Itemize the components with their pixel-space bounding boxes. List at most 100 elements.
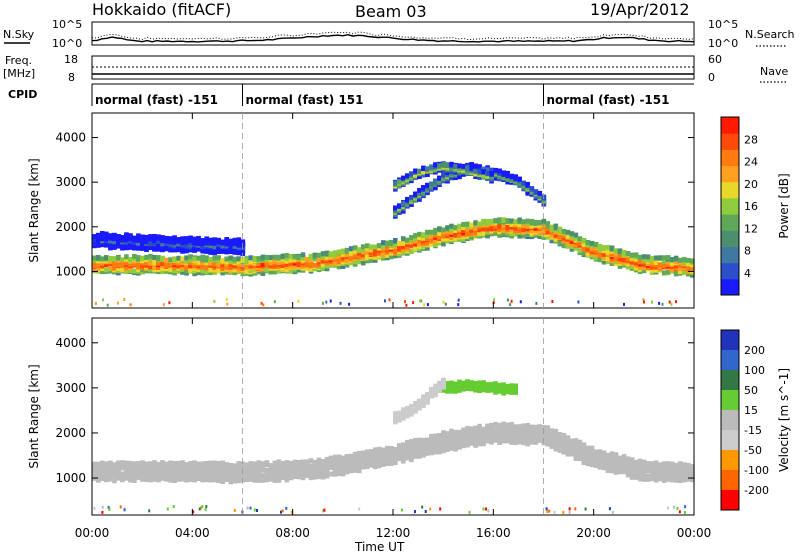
heatmap-cell — [393, 452, 398, 458]
heatmap-cell — [497, 429, 502, 435]
heatmap-cell — [184, 268, 189, 274]
heatmap-cell — [589, 452, 595, 458]
heatmap-cell — [509, 227, 514, 233]
heatmap-cell — [324, 266, 330, 272]
heatmap-cell — [180, 265, 185, 271]
heatmap-cell — [320, 261, 326, 267]
heatmap-cell — [226, 302, 229, 306]
heatmap-cell — [457, 232, 462, 238]
heatmap-cell — [160, 255, 165, 261]
heatmap-cell — [617, 263, 623, 269]
heatmap-cell — [120, 257, 125, 263]
heatmap-cell — [437, 226, 442, 232]
heatmap-cell — [92, 461, 97, 467]
heatmap-cell — [176, 467, 181, 473]
heatmap-cell — [196, 238, 201, 244]
heatmap-cell — [236, 240, 242, 246]
heatmap-cell — [461, 222, 466, 227]
heatmap-cell — [429, 436, 434, 442]
heatmap-cell — [208, 237, 213, 243]
heatmap-cell — [405, 439, 410, 445]
heatmap-cell — [124, 232, 129, 238]
heatmap-cell — [625, 463, 631, 469]
heatmap-cell — [296, 255, 302, 260]
heatmap-cell — [535, 301, 538, 305]
heatmap-cell — [489, 422, 494, 428]
heatmap-cell — [160, 266, 165, 272]
heatmap-cell — [581, 453, 587, 459]
heatmap-cell — [304, 256, 310, 262]
heatmap-cell — [216, 266, 221, 272]
heatmap-cell — [104, 267, 109, 273]
heatmap-cell — [344, 247, 350, 253]
heatmap-cell — [601, 464, 607, 470]
heatmap-cell — [413, 245, 418, 251]
heatmap-cell — [417, 451, 422, 456]
heatmap-cell — [477, 221, 482, 227]
heatmap-cell — [641, 257, 647, 263]
heatmap-cell — [425, 166, 430, 172]
heatmap-cell — [192, 474, 197, 480]
heatmap-cell — [129, 303, 132, 307]
heatmap-cell — [589, 240, 595, 246]
heatmap-cell — [180, 236, 185, 242]
heatmap-cell — [506, 298, 509, 302]
heatmap-cell — [549, 224, 555, 230]
heatmap-cell — [388, 298, 391, 302]
heatmap-cell — [220, 479, 225, 484]
heatmap-cell — [537, 194, 543, 199]
heatmap-cell — [100, 266, 105, 272]
heatmap-cell — [605, 244, 611, 250]
heatmap-cell — [645, 254, 651, 260]
heatmap-cell — [577, 439, 583, 445]
heatmap-cell — [641, 254, 647, 260]
heatmap-cell — [553, 223, 559, 229]
heatmap-cell — [156, 469, 161, 475]
heatmap-cell — [224, 237, 229, 242]
heatmap-cell — [461, 434, 466, 440]
heatmap-cell — [553, 232, 559, 238]
heatmap-cell — [605, 463, 611, 469]
heatmap-cell — [477, 438, 482, 444]
heatmap-cell — [240, 257, 246, 263]
heatmap-cell — [164, 246, 169, 252]
heatmap-cell — [625, 456, 631, 462]
heatmap-cell — [641, 268, 647, 274]
heatmap-cell — [284, 460, 290, 466]
heatmap-cell — [144, 475, 149, 481]
heatmap-cell — [213, 299, 216, 303]
heatmap-cell — [340, 263, 346, 269]
heatmap-cell — [557, 227, 563, 233]
heatmap-cell — [364, 255, 370, 261]
heatmap-cell — [429, 387, 434, 392]
heatmap-cell — [356, 259, 362, 265]
heatmap-cell — [272, 258, 278, 264]
heatmap-cell — [613, 248, 619, 254]
heatmap-cell — [393, 459, 398, 465]
heatmap-cell — [168, 247, 173, 253]
heatmap-cell — [481, 166, 486, 172]
heatmap-cell — [188, 238, 193, 244]
heatmap-cell — [212, 473, 217, 479]
heatmap-cell — [132, 268, 137, 274]
heatmap-cell — [641, 476, 647, 482]
heatmap-cell — [112, 478, 117, 484]
heatmap-cell — [224, 256, 229, 262]
heatmap-cell — [690, 464, 695, 470]
heatmap-cell — [653, 267, 659, 273]
heatmap-cell — [108, 238, 113, 244]
heatmap-cell — [425, 245, 430, 251]
heatmap-cell — [228, 476, 234, 481]
heatmap-cell — [509, 224, 514, 230]
heatmap-cell — [412, 301, 415, 305]
heatmap-cell — [156, 234, 161, 240]
heatmap-cell — [485, 232, 490, 238]
heatmap-cell — [344, 461, 350, 467]
heatmap-cell — [348, 302, 351, 306]
heatmap-cell — [393, 180, 398, 186]
heatmap-cell — [609, 457, 615, 463]
heatmap-cell — [164, 475, 169, 481]
heatmap-cell — [569, 233, 575, 239]
heatmap-cell — [677, 461, 683, 467]
heatmap-cell — [204, 265, 209, 271]
